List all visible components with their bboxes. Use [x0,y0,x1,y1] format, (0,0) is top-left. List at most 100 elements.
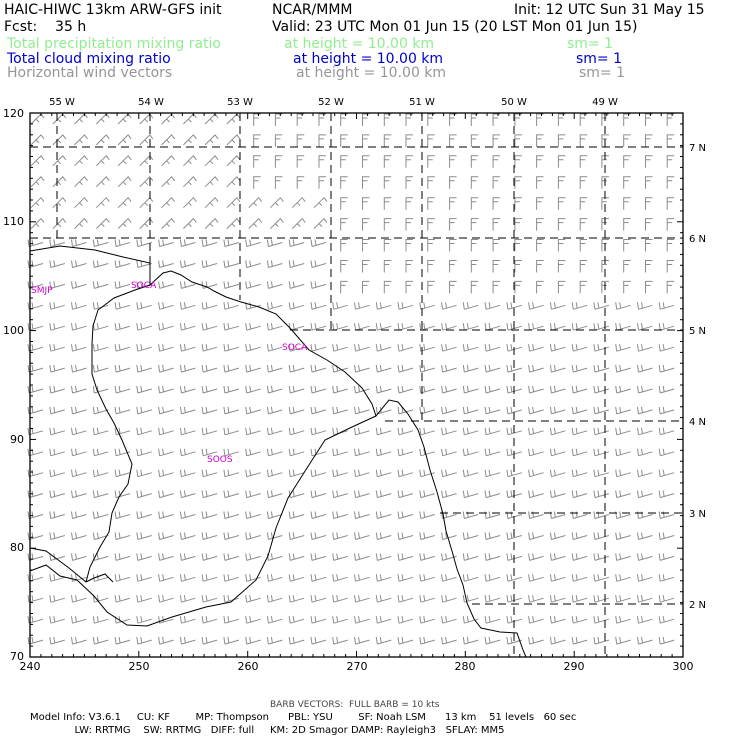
border-west-2 [29,547,87,583]
wind-barb [201,406,218,415]
wind-barb [114,574,131,582]
wind-barb [419,490,435,499]
field-height-cloud: at height = 10.00 km [293,51,444,67]
wind-barb [136,469,152,478]
wind-barb [666,134,675,147]
y-tick-label: 120 [3,107,24,120]
wind-barb [179,532,196,540]
wind-barb [615,365,631,373]
wind-barb [266,385,283,394]
wind-barb [310,385,327,394]
wind-barb [397,469,414,478]
wind-barb [441,532,457,540]
wind-barb [658,427,675,436]
wind-barb [623,260,631,273]
wind-barb [506,448,523,457]
wind-barb [223,490,240,499]
wind-barb [223,469,240,478]
wind-barb [288,616,305,624]
wind-barb [117,196,132,209]
wind-barb [462,427,479,436]
wind-barb [557,197,566,210]
wind-barb [92,385,109,394]
wind-barb [266,281,283,289]
wind-barb [601,260,609,273]
wind-barb [666,260,675,273]
wind-barb [179,323,196,331]
wind-barb [52,155,67,167]
wind-barb [158,344,174,352]
wind-barb [136,427,152,436]
wind-barb [449,197,457,210]
wind-barb [549,406,566,415]
wind-barb [441,553,457,561]
wind-barb [397,344,414,352]
wind-barb [571,532,588,540]
wind-barb [204,196,219,209]
wind-barb [310,637,327,645]
wind-barb [579,155,588,168]
wind-barb [201,595,218,603]
lat-label: 5 N [689,326,706,337]
wind-barb [571,595,588,603]
wind-barb-field [27,113,675,645]
wind-barb [514,197,522,210]
wind-barb [30,155,45,167]
wind-barb [645,197,653,210]
wind-barb [571,637,588,645]
wind-barb [593,448,610,457]
wind-barb [506,616,523,624]
x-tick-label: 290 [564,660,585,673]
wind-barb [332,448,348,457]
wind-barb [340,113,348,126]
wind-barb [354,385,370,394]
wind-barb [462,344,479,352]
wind-barb [571,323,588,331]
wind-barb [139,134,154,146]
wind-barb [71,469,87,478]
wind-barb [288,469,305,478]
wind-barb [49,239,65,247]
wind-barb [332,469,348,478]
wind-barb [354,490,370,499]
wind-barb [71,239,87,247]
wind-barb [419,574,435,582]
lat-label: 4 N [689,417,706,428]
wind-barb [549,427,566,436]
wind-barb [405,260,413,273]
wind-barb [158,532,174,540]
wind-barb [375,490,392,499]
wind-barb [266,511,283,519]
wind-barb [288,260,305,268]
wind-barb [658,553,675,561]
wind-barb [397,532,414,540]
wind-barb [441,574,457,582]
wind-barb [74,176,88,188]
wind-barb [354,511,370,519]
wind-barb [49,490,65,499]
wind-barb [462,490,479,499]
wind-barb [27,637,44,645]
wind-barb [201,427,218,436]
wind-barb [397,616,414,624]
wind-barb [658,344,675,352]
wind-barb [557,239,566,252]
wind-barb [245,553,261,561]
wind-barb [514,113,522,126]
station-soos: SOOS [207,455,233,465]
wind-barb [470,239,479,252]
wind-barb [419,406,435,415]
wind-barb [332,511,348,519]
wind-barb [549,532,566,540]
wind-barb [593,344,610,352]
wind-barb [470,260,479,273]
wind-barb [615,532,631,540]
wind-barb [506,427,523,436]
wind-barb [114,281,131,289]
wind-barb [593,427,610,436]
wind-barb [571,302,588,310]
wind-barb [593,469,610,478]
wind-barb [623,113,631,126]
wind-barb [266,637,283,645]
wind-barb [383,260,392,273]
